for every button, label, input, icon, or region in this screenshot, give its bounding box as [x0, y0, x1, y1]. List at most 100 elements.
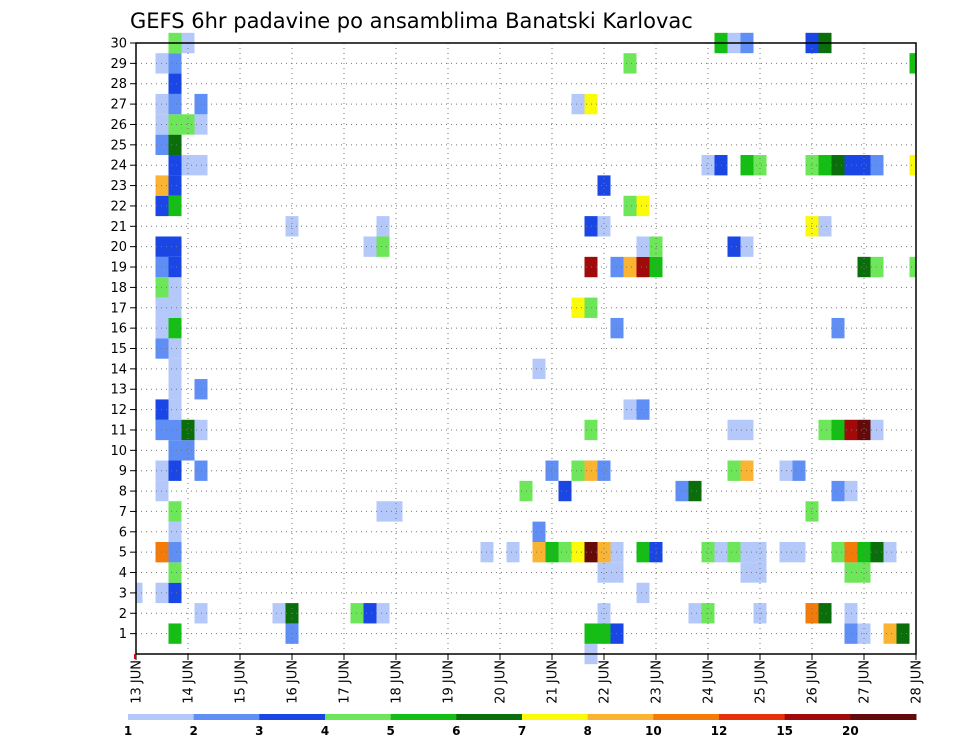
precip-cell — [181, 155, 195, 176]
precip-cell — [168, 277, 182, 298]
precip-cell — [168, 73, 182, 94]
y-tick-label: 19 — [110, 261, 127, 276]
precip-cell — [168, 501, 182, 522]
precip-cell — [168, 53, 182, 74]
x-tick-label: 22 JUN — [598, 660, 613, 704]
precip-cell — [636, 541, 650, 563]
precip-cell — [168, 236, 182, 257]
colorbar-label: 7 — [518, 724, 526, 738]
colorbar-swatch — [325, 714, 392, 720]
x-tick-label: 26 JUN — [806, 660, 821, 704]
precip-cell — [792, 460, 806, 481]
x-tick-label: 19 JUN — [442, 660, 457, 704]
colorbar-label: 4 — [321, 724, 329, 738]
y-tick-label: 2 — [119, 607, 127, 622]
x-tick-label: 25 JUN — [754, 660, 769, 704]
precip-cell — [181, 440, 195, 461]
precip-cell — [623, 256, 637, 278]
precip-cell — [558, 480, 572, 502]
y-tick-label: 16 — [110, 322, 127, 337]
x-tick-label: 17 JUN — [338, 660, 353, 704]
y-tick-label: 23 — [110, 179, 127, 194]
precip-cell — [818, 216, 832, 237]
colorbar-swatch — [784, 714, 851, 720]
precip-cell — [727, 419, 741, 441]
x-tick-label: 21 JUN — [546, 660, 561, 704]
x-tick-label: 15 JUN — [234, 660, 249, 704]
precip-cell — [857, 562, 871, 583]
precip-cell — [909, 53, 916, 74]
y-tick-label: 24 — [110, 159, 127, 174]
colorbar-swatch — [259, 714, 326, 720]
precip-cell — [831, 419, 845, 441]
precip-cell — [168, 440, 182, 461]
y-tick-label: 1 — [119, 627, 127, 642]
x-axis-ticks: 13 JUN 14 JUN 15 JUN 16 JUN 17 JUN 18 JUN 19 J… — [130, 654, 925, 704]
y-tick-label: 3 — [119, 586, 127, 601]
precip-cell — [701, 541, 715, 563]
precip-cell — [376, 603, 390, 624]
precip-cell — [506, 541, 520, 563]
y-tick-label: 18 — [110, 281, 127, 296]
colorbar-label: 10 — [645, 724, 662, 738]
chart-title: GEFS 6hr padavine po ansamblima Banatski… — [130, 9, 693, 33]
y-tick-label: 5 — [119, 546, 127, 561]
precip-cell — [363, 236, 377, 257]
precip-cell — [168, 379, 182, 400]
precip-cell — [753, 155, 767, 176]
precip-cell — [727, 236, 741, 257]
precip-cell — [558, 541, 572, 563]
precip-cell — [896, 623, 910, 644]
precip-cell — [857, 419, 871, 441]
precip-cell — [363, 603, 377, 624]
y-tick-label: 9 — [119, 464, 127, 479]
precip-cell — [753, 562, 767, 583]
precip-cell — [168, 256, 182, 278]
precip-cell — [857, 155, 871, 176]
colorbar-swatch — [456, 714, 523, 720]
precip-cell — [168, 93, 182, 115]
x-tick-label: 18 JUN — [390, 660, 405, 704]
colorbar-swatch — [653, 714, 720, 720]
precip-cell — [376, 236, 390, 257]
y-tick-label: 8 — [119, 485, 127, 500]
precip-cell — [168, 114, 182, 135]
y-tick-label: 11 — [110, 423, 127, 438]
precip-cell — [597, 175, 611, 196]
y-tick-label: 4 — [119, 566, 127, 581]
colorbar-label: 8 — [583, 724, 591, 738]
precip-cell — [168, 419, 182, 441]
y-tick-label: 27 — [110, 98, 127, 113]
precip-cell — [168, 541, 182, 563]
colorbar-swatch — [522, 714, 589, 720]
precip-cell — [168, 134, 182, 156]
colorbar-swatch — [850, 714, 917, 720]
precip-cell — [818, 155, 832, 176]
precip-cell — [571, 297, 585, 318]
colorbar-label: 1 — [124, 724, 132, 738]
y-tick-label: 21 — [110, 220, 127, 235]
colorbar-label: 15 — [776, 724, 793, 738]
x-tick-label: 14 JUN — [182, 660, 197, 704]
precip-cell — [376, 216, 390, 237]
precip-cell — [168, 460, 182, 481]
colorbar-label: 6 — [452, 724, 460, 738]
precip-cell — [168, 338, 182, 359]
precipitation-cells — [136, 32, 916, 665]
precip-cell — [727, 460, 741, 481]
precip-cell — [857, 256, 871, 278]
precip-cell — [818, 603, 832, 624]
y-tick-label: 26 — [110, 118, 127, 133]
precip-cell — [168, 175, 182, 196]
precip-cell — [831, 480, 845, 502]
colorbar-label: 2 — [189, 724, 197, 738]
y-tick-label: 6 — [119, 525, 127, 540]
y-tick-label: 12 — [110, 403, 127, 418]
precip-cell — [571, 460, 585, 481]
colorbar-swatch — [587, 714, 654, 720]
precip-cell — [597, 460, 611, 481]
precip-cell — [636, 236, 650, 257]
y-tick-label: 14 — [110, 362, 127, 377]
y-tick-label: 28 — [110, 77, 127, 92]
